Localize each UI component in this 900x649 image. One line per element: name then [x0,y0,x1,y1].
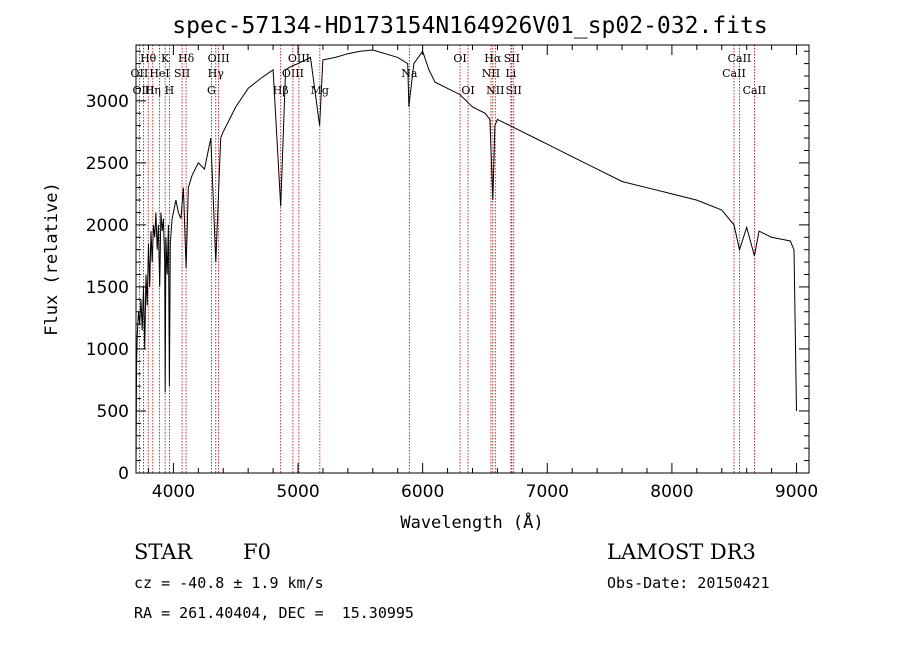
plot-frame [135,44,810,474]
x-axis-ticks: 4000 5000 6000 7000 8000 9000 [147,45,818,502]
spectral-line-label: CaII [728,52,752,65]
x-tick-label: 4000 [152,482,195,502]
y-tick-label: 3000 [86,92,129,112]
spectral-line-label: NII [486,84,504,97]
spectral-line-label: OIII [132,84,154,97]
x-tick-label: 9000 [775,482,818,502]
y-tick-label: 1500 [86,278,129,298]
spectral-line-label: NII [482,67,500,80]
redshift-cz: cz = -40.8 ± 1.9 km/s [134,574,324,592]
spectral-line-label: SII [504,52,520,65]
y-axis-label: Flux (relative) [42,182,62,336]
spectral-line-label: CaII [743,84,767,97]
spectral-line-label: H [165,84,175,97]
spectral-line-label: Hη [145,84,161,97]
coordinates: RA = 261.40404, DEC = 15.30995 [134,604,414,622]
spectral-line-label: Hθ [140,52,157,65]
spectral-line-label: Hα [484,52,502,65]
x-axis-label: Wavelength (Å) [400,511,543,533]
spectral-line-label: OII [131,67,149,80]
spectral-line-label: OI [453,52,466,65]
spectral-line-label: SII [174,67,190,80]
spectral-line-label: SII [506,84,522,97]
y-tick-label: 2500 [86,154,129,174]
spectral-line-label: CaII [722,67,746,80]
spectral-line-label: Hβ [273,84,289,97]
spectral-line-label: OIII [208,52,230,65]
y-axis-ticks: 0 500 1000 1500 2000 2500 3000 [86,50,809,484]
x-tick-label: 7000 [526,482,569,502]
spectral-line-label: Hδ [178,52,195,65]
spectral-line-label: OIII [288,52,310,65]
spectral-line-label: Li [505,67,516,80]
x-tick-label: 6000 [401,482,444,502]
object-class: STAR [134,540,193,564]
spectral-line-label: OIII [282,67,304,80]
y-tick-label: 500 [97,402,129,422]
spectral-line-label: G [207,84,216,97]
subclass: F0 [243,540,271,564]
spectral-line-labels: Hθ OII OIII HeI Hη K H SII Hδ OIII Hγ G OIII OIII Hβ Mg… [131,52,767,97]
spectral-line-label: OI [461,84,474,97]
x-tick-label: 8000 [650,482,693,502]
spectral-line-label: HeI [149,67,169,80]
x-tick-label: 5000 [276,482,319,502]
spectrum-line [135,49,797,474]
spectral-line-label: Hγ [208,67,225,80]
spectral-line-label: Mg [311,84,329,97]
y-tick-label: 0 [118,464,129,484]
y-tick-label: 2000 [86,216,129,236]
y-tick-label: 1000 [86,340,129,360]
spectral-line-markers [138,45,755,473]
spectral-line-label: Na [401,67,418,80]
chart-title: spec-57134-HD173154N164926V01_sp02-032.f… [172,13,767,39]
spectral-line-label: K [161,52,170,65]
survey-name: LAMOST DR3 [607,540,756,564]
obs-date: Obs-Date: 20150421 [607,574,770,592]
